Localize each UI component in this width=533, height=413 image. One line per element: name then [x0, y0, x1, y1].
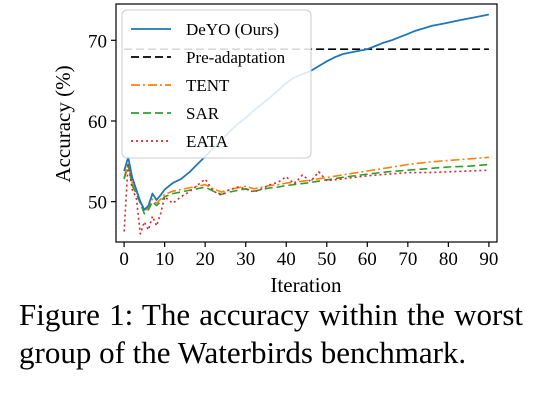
- legend-label: EATA: [186, 132, 229, 151]
- legend-frame: [121, 9, 312, 159]
- legend-label: SAR: [186, 104, 220, 123]
- legend: DeYO (Ours) Pre-adaptation TENT SAR EATA: [121, 9, 312, 159]
- x-tick-label: 50: [317, 249, 336, 270]
- x-axis: 0 10 20 30 40 50 60 70 80 90: [119, 242, 498, 270]
- x-tick-label: 90: [479, 249, 498, 270]
- legend-label: DeYO (Ours): [186, 20, 279, 39]
- figure-caption: Figure 1: The accuracy within the worst …: [19, 297, 523, 370]
- y-axis: 50 60 70: [88, 31, 116, 214]
- y-tick-label: 60: [88, 112, 107, 133]
- series-line-tent: [123, 156, 489, 213]
- x-tick-label: 40: [277, 249, 296, 270]
- x-axis-label: Iteration: [270, 273, 342, 297]
- x-tick-label: 60: [358, 249, 377, 270]
- y-tick-label: 50: [88, 193, 107, 214]
- plot-frame: [115, 3, 498, 243]
- x-tick-label: 30: [236, 249, 255, 270]
- x-tick-label: 10: [155, 249, 174, 270]
- y-tick-label: 70: [88, 31, 107, 52]
- legend-label: Pre-adaptation: [186, 48, 286, 67]
- accuracy-line-chart: 0 10 20 30 40 50 60 70 80 90 50 60 70 Iteration Acc…: [51, 3, 498, 297]
- x-tick-label: 80: [439, 249, 458, 270]
- x-tick-label: 20: [196, 249, 215, 270]
- x-tick-label: 70: [398, 249, 417, 270]
- series-line-sar: [123, 163, 489, 215]
- legend-label: TENT: [186, 76, 230, 95]
- y-axis-label: Accuracy (%): [51, 65, 75, 182]
- x-tick-label: 0: [119, 249, 129, 270]
- series-line-eata: [123, 162, 489, 235]
